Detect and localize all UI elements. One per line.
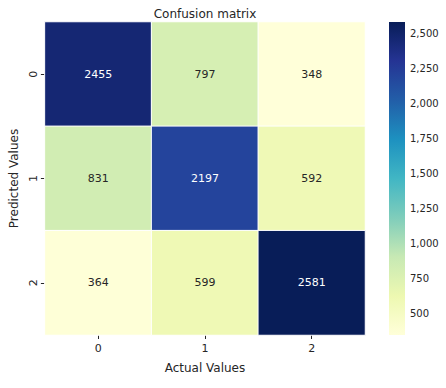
svg-text:Predicted Values: Predicted Values [7, 129, 21, 228]
svg-text:2: 2 [27, 279, 40, 286]
svg-text:2: 2 [308, 342, 315, 355]
svg-text:599: 599 [194, 276, 215, 289]
svg-text:0: 0 [27, 71, 40, 78]
svg-text:1,750: 1,750 [410, 133, 439, 144]
svg-text:1,250: 1,250 [410, 203, 439, 214]
svg-text:592: 592 [301, 172, 322, 185]
svg-text:Actual Values: Actual Values [165, 361, 246, 375]
svg-text:2,500: 2,500 [410, 28, 439, 39]
svg-text:2,000: 2,000 [410, 98, 439, 109]
svg-text:348: 348 [301, 68, 322, 81]
svg-text:1: 1 [201, 342, 208, 355]
svg-text:500: 500 [410, 308, 429, 319]
svg-text:1,500: 1,500 [410, 168, 439, 179]
svg-text:364: 364 [88, 276, 109, 289]
svg-text:2197: 2197 [191, 172, 219, 185]
svg-text:Confusion matrix: Confusion matrix [154, 7, 257, 21]
svg-text:1,000: 1,000 [410, 238, 439, 249]
svg-text:2,250: 2,250 [410, 63, 439, 74]
svg-text:1: 1 [27, 175, 40, 182]
svg-text:0: 0 [95, 342, 102, 355]
svg-text:797: 797 [194, 68, 215, 81]
svg-text:750: 750 [410, 273, 429, 284]
svg-text:2455: 2455 [84, 68, 112, 81]
svg-text:2581: 2581 [298, 276, 326, 289]
svg-text:831: 831 [88, 172, 109, 185]
